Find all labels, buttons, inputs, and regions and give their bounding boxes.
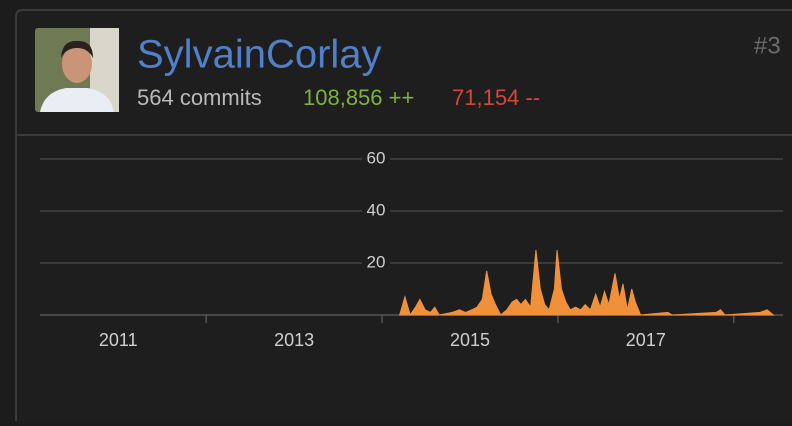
y-tick-label: 40: [367, 200, 386, 219]
x-tick-label: 2011: [99, 330, 138, 350]
contributor-card: SylvainCorlay 564 commits 108,856 ++ 71,…: [0, 0, 792, 421]
rank: #3: [754, 32, 781, 59]
y-tick-label: 20: [367, 252, 386, 271]
commit-count: 564 commits: [137, 85, 262, 110]
x-tick-label: 2013: [274, 330, 314, 350]
page: SylvainCorlay 564 commits 108,856 ++ 71,…: [0, 0, 792, 421]
y-tick-label: 60: [367, 148, 386, 167]
avatar[interactable]: [35, 28, 119, 112]
deletions: 71,154 --: [452, 85, 540, 110]
x-tick-label: 2017: [626, 330, 666, 350]
x-tick-label: 2015: [450, 330, 490, 350]
card: [16, 10, 792, 421]
username[interactable]: SylvainCorlay: [137, 33, 382, 77]
additions: 108,856 ++: [303, 85, 414, 110]
